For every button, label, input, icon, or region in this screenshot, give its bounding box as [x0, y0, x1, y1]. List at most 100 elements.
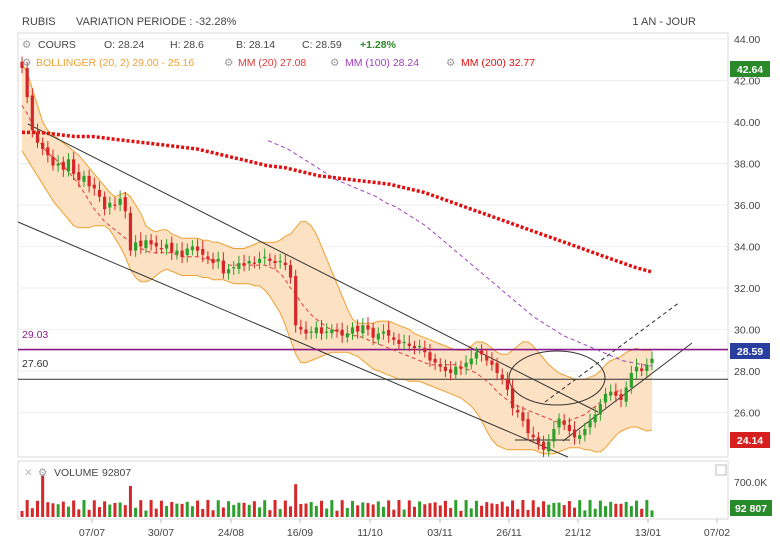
y-tick-label: 26.00 [734, 407, 760, 419]
candle [175, 243, 179, 260]
candle-body [330, 329, 334, 334]
mm100-settings-icon[interactable]: ⚙ [330, 57, 339, 69]
candle [469, 350, 473, 370]
volume-settings-icon[interactable]: ⚙ [38, 467, 47, 479]
bollinger-settings-icon[interactable]: ⚙ [22, 57, 31, 69]
volume-bar [206, 500, 210, 517]
candle-body [180, 250, 184, 257]
volume-bar [144, 510, 148, 517]
candle-body [366, 325, 370, 330]
candle [541, 435, 546, 458]
volume-bar [242, 502, 246, 517]
candle-body [356, 325, 360, 332]
volume-bar [650, 510, 654, 517]
candle-body [30, 95, 34, 131]
volume-bar [41, 475, 45, 517]
volume-label: VOLUME [54, 467, 98, 479]
candle [479, 344, 484, 362]
volume-bar [454, 500, 458, 517]
candle [629, 365, 633, 394]
candle [226, 264, 231, 280]
candle [108, 196, 112, 215]
candle [164, 239, 169, 255]
volume-bar [531, 500, 535, 517]
candle [195, 239, 200, 257]
candle-body [149, 240, 153, 245]
volume-bar [547, 504, 551, 517]
candle-body [562, 420, 566, 425]
volume-bar [552, 502, 556, 517]
candle-body [397, 339, 401, 344]
candle [190, 240, 195, 256]
volume-bar [180, 503, 184, 517]
volume-bar [46, 502, 50, 517]
volume-tag: 92 807 [730, 500, 772, 516]
candle [103, 191, 107, 216]
y-tick-label: 36.00 [734, 200, 760, 212]
candle [443, 359, 448, 378]
candle [392, 332, 396, 346]
candle [516, 404, 520, 418]
candle-body [531, 434, 535, 438]
expand-icon[interactable] [715, 464, 727, 476]
candle-body [541, 441, 546, 450]
candle-body [51, 156, 55, 166]
candle-body [614, 391, 618, 396]
trend-line-rising-dashed [544, 301, 681, 403]
x-tick-label: 13/01 [635, 527, 661, 539]
volume-bar [459, 510, 463, 517]
volume-bar [387, 500, 391, 517]
candle-body [650, 358, 654, 364]
ohlc-legend: ⚙ COURS O: 28.24 H: 28.6 B: 28.14 C: 28.… [22, 39, 397, 51]
candle [268, 253, 272, 267]
candle-body [288, 265, 293, 278]
candle [376, 327, 380, 345]
volume-bar [211, 510, 215, 517]
period-label[interactable]: 1 AN - JOUR [632, 16, 696, 28]
candle-body [221, 260, 225, 274]
volume-bar [500, 501, 504, 517]
x-tick-label: 24/08 [218, 527, 244, 539]
bottom-circle [508, 350, 606, 406]
candle [201, 240, 205, 263]
volume-bar [557, 502, 561, 517]
settings-icon[interactable]: ⚙ [22, 39, 31, 51]
y-tick-label: 40.00 [734, 117, 760, 129]
volume-bar [490, 503, 494, 517]
candle [294, 269, 298, 333]
volume-bar [609, 501, 613, 517]
candle [72, 152, 76, 181]
volume-bar [412, 506, 416, 517]
volume-bar [320, 500, 324, 517]
volume-bar [196, 500, 200, 517]
volume-bar [480, 505, 484, 517]
candle-body [593, 414, 597, 423]
candle [640, 363, 644, 377]
candle [572, 421, 577, 445]
candle [474, 347, 479, 365]
candle [531, 426, 535, 443]
low-value: B: 28.14 [236, 39, 275, 51]
candle-body [97, 190, 102, 197]
candle [113, 197, 117, 211]
candle-body [41, 142, 45, 149]
candle-body [77, 172, 81, 181]
close-icon[interactable]: ✕ [24, 467, 33, 479]
candle-body [252, 262, 256, 264]
candle-body [66, 159, 71, 172]
volume-bar [640, 508, 644, 517]
candle-body [500, 374, 504, 380]
candle [35, 123, 40, 148]
mm200-settings-icon[interactable]: ⚙ [446, 57, 455, 69]
candle [361, 318, 365, 339]
candle [449, 360, 453, 381]
candle-body [634, 366, 639, 372]
candle [510, 379, 515, 416]
candle [278, 253, 282, 269]
candle [170, 236, 174, 260]
volume-bar [505, 506, 509, 517]
mm20-settings-icon[interactable]: ⚙ [224, 57, 233, 69]
candle [521, 406, 525, 427]
volume-bar [567, 501, 571, 517]
candle-body [495, 363, 499, 374]
